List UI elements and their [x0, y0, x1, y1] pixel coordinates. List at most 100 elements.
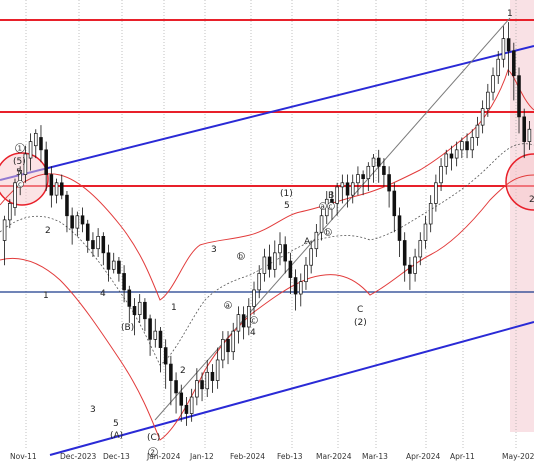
candle-body	[418, 240, 423, 258]
candle-body	[189, 396, 194, 414]
candle-body	[106, 252, 111, 270]
wave-label-b-mid: b	[239, 253, 244, 261]
wave-label-a-paren: (A)	[110, 431, 123, 441]
wave-label-1-paren: (1)	[280, 189, 293, 199]
x-tick-label: Dec-13	[103, 452, 130, 461]
candle-body	[506, 38, 511, 52]
candle-body	[387, 174, 391, 192]
wave-label-3-mid: 3	[211, 245, 217, 255]
candle-body	[397, 215, 402, 241]
candle-body	[527, 128, 532, 142]
candle-body	[465, 141, 469, 151]
candle-body	[361, 174, 365, 180]
x-axis: Nov-11 Dec-2023 Dec-13 Jan-2024 Jan-12 F…	[10, 452, 534, 461]
candle-body	[252, 289, 256, 307]
candle-body	[91, 240, 95, 250]
wave-label-c-upper: C	[357, 305, 363, 315]
candle-body	[460, 141, 464, 151]
candle-body	[111, 260, 116, 270]
candle-body	[356, 174, 360, 184]
candle-body	[402, 240, 407, 266]
candle-body	[85, 223, 90, 241]
candle-body	[44, 149, 48, 175]
candle-body	[517, 75, 521, 118]
candle-body	[491, 75, 495, 93]
candle-body	[148, 318, 152, 340]
candle-body	[366, 165, 371, 180]
candle-body	[195, 380, 199, 398]
candle-body	[23, 153, 28, 175]
x-tick-label: Mar-13	[362, 452, 388, 461]
wave-label-1-low: 1	[43, 291, 49, 301]
wave-label-4-mid: 4	[250, 328, 256, 338]
wave-label-1-top: 1	[507, 9, 513, 19]
candle-body	[132, 306, 137, 315]
bollinger-lower-band	[0, 174, 534, 441]
candle-body	[501, 38, 506, 60]
candle-body	[293, 277, 298, 295]
wave-label-c-circ: c	[329, 203, 333, 211]
x-tick-label: Feb-2024	[230, 452, 265, 461]
x-tick-label: May-2024	[502, 452, 534, 461]
candle-body	[273, 252, 277, 270]
wave-label-5-paren: (5)	[13, 157, 26, 167]
channel-upper-line	[0, 45, 534, 181]
candle-body	[423, 223, 428, 241]
wave-label-5-low: 5	[113, 419, 119, 429]
wave-label-5-mid: 5	[284, 201, 290, 211]
wave-label-2-right: 2	[529, 195, 534, 205]
candle-body	[350, 182, 355, 196]
candle-body	[408, 264, 412, 274]
candle-body	[309, 248, 313, 266]
candle-body	[75, 215, 80, 229]
wave-label-c-left: c	[18, 181, 22, 189]
candle-body	[262, 256, 267, 274]
wave-label-4-left: 4	[100, 289, 106, 299]
candle-body	[340, 182, 345, 188]
candle-body	[184, 404, 189, 414]
candle-body	[304, 264, 308, 283]
candle-body	[169, 363, 173, 381]
candle-body	[117, 260, 121, 274]
candle-body	[236, 314, 241, 332]
candle-body	[70, 215, 74, 229]
x-tick-label: Jan-2024	[146, 452, 181, 461]
candle-body	[2, 219, 7, 241]
candle-body	[257, 273, 261, 291]
candle-body	[49, 174, 54, 196]
trend-line-gray	[154, 17, 511, 421]
wave-label-c-paren: (C)	[147, 433, 160, 443]
wave-label-a-mid: a	[226, 302, 230, 310]
candle-body	[454, 149, 459, 159]
candle-body	[96, 236, 100, 250]
wave-label-b-paren: (B)	[121, 323, 134, 333]
vertical-gridlines	[25, 0, 517, 450]
candle-body	[288, 260, 293, 278]
x-tick-label: Apr-2024	[406, 452, 441, 461]
candle-body	[267, 256, 272, 270]
channel-lower-line	[49, 321, 534, 456]
wave-label-b-upper: B	[328, 191, 334, 201]
candle-body	[153, 330, 158, 340]
wave-label-1-mid: 1	[171, 303, 177, 313]
candle-body	[392, 190, 397, 217]
candle-body	[179, 392, 184, 406]
x-tick-label: Apr-11	[450, 452, 475, 461]
candle-body	[65, 194, 69, 217]
candle-body	[28, 141, 33, 159]
x-tick-label: Dec-2023	[60, 452, 97, 461]
candle-body	[335, 186, 339, 204]
candle-body	[444, 153, 449, 167]
candle-body	[475, 124, 480, 138]
wave-label-c-mid: c	[252, 317, 256, 325]
wave-label-2-left: 2	[45, 226, 51, 236]
candle-body	[434, 182, 438, 204]
wave-label-a-upper: A	[304, 237, 311, 247]
candle-body	[137, 301, 142, 315]
candle-body	[13, 182, 17, 208]
candle-body	[283, 244, 287, 262]
candle-body	[522, 116, 526, 142]
candle-body	[480, 108, 485, 126]
